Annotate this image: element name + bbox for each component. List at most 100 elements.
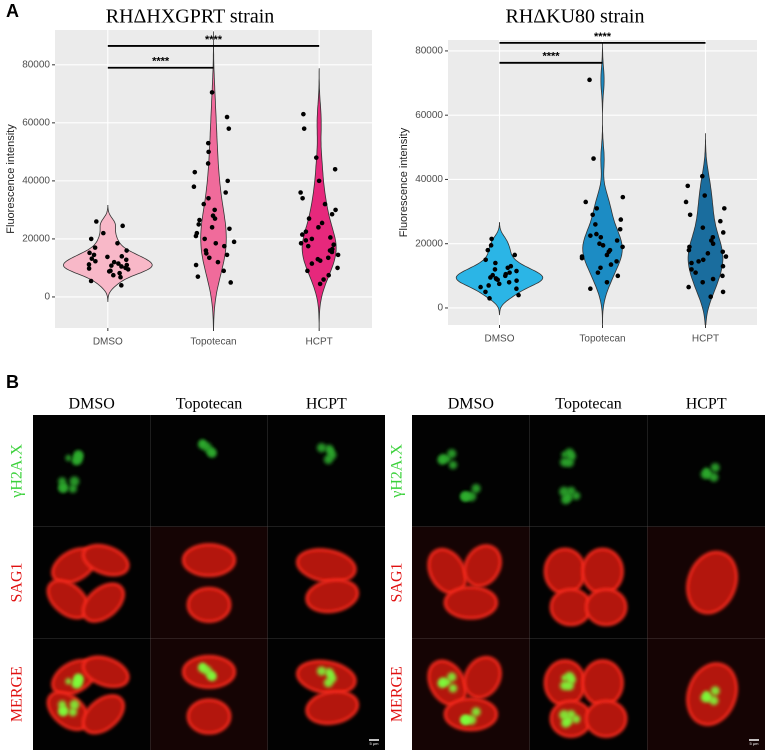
data-point [213, 240, 219, 246]
data-point [123, 257, 129, 263]
violin [455, 222, 544, 316]
data-point [597, 241, 602, 247]
significance-label: **** [205, 34, 223, 46]
row-label: γH2A.X [9, 444, 26, 499]
data-point [101, 230, 106, 236]
data-point [700, 173, 705, 179]
x-tick-label: Topotecan [579, 334, 625, 345]
gfp-spot [327, 450, 337, 460]
data-point [223, 190, 228, 195]
data-point [614, 238, 620, 243]
gfp-spot [437, 678, 447, 688]
gfp-spot [559, 709, 570, 720]
y-tick-label: 0 [437, 303, 443, 314]
data-point [322, 201, 328, 207]
gfp-spot [327, 673, 337, 683]
gfp-spot [561, 718, 571, 728]
cell [463, 544, 502, 588]
data-point [124, 248, 129, 253]
data-point [192, 169, 198, 175]
cell [81, 655, 130, 689]
gfp-spot [561, 451, 568, 458]
gfp-spot [316, 443, 327, 453]
data-point [335, 265, 340, 271]
data-point [496, 281, 502, 287]
micrograph [150, 415, 268, 527]
data-point [702, 193, 708, 198]
data-point [693, 270, 698, 275]
data-point [583, 199, 589, 205]
column-header: DMSO [69, 396, 115, 413]
data-point [298, 190, 303, 195]
data-point [93, 258, 98, 264]
data-point [118, 274, 123, 280]
y-tick-label: 60000 [415, 110, 443, 121]
data-point [207, 255, 212, 261]
data-point [309, 236, 315, 242]
y-axis-label: Fluorescence intensity [5, 124, 17, 234]
data-point [224, 114, 230, 120]
micrograph [150, 526, 268, 639]
data-point [720, 263, 726, 269]
data-point [486, 283, 491, 288]
data-point [210, 213, 216, 219]
gfp-spot [466, 714, 477, 725]
cell [305, 690, 360, 725]
gfp-spot [709, 696, 719, 706]
panel-label: A [6, 1, 19, 21]
scale-bar-label: 5 μm [370, 741, 380, 746]
micrograph [267, 415, 385, 527]
data-point [514, 268, 519, 274]
cell [443, 585, 498, 620]
data-point [209, 225, 215, 230]
data-point [111, 272, 116, 278]
data-point [91, 252, 97, 258]
gfp-spot [448, 684, 458, 693]
data-point [227, 226, 232, 232]
data-point [696, 259, 701, 264]
gfp-spot [448, 460, 458, 470]
data-point [209, 90, 215, 95]
x-tick-label: DMSO [93, 337, 123, 348]
data-point [700, 225, 706, 230]
data-point [224, 252, 230, 258]
column-header: DMSO [448, 396, 494, 413]
micrograph [33, 638, 151, 750]
data-point [124, 262, 130, 268]
gfp-spot [197, 440, 208, 450]
row-label: SAG1 [389, 562, 406, 602]
data-point [191, 184, 197, 189]
data-point [313, 155, 319, 160]
micrograph [150, 638, 268, 750]
significance-label: **** [542, 51, 560, 63]
data-point [309, 261, 315, 266]
gfp-spot [58, 700, 67, 709]
data-point [508, 263, 514, 269]
data-point [332, 166, 338, 172]
data-point [710, 276, 716, 282]
data-point [303, 229, 309, 234]
micrograph-background [33, 415, 151, 527]
data-point [617, 226, 623, 232]
data-point [708, 294, 713, 300]
y-tick-label: 0 [44, 292, 50, 303]
data-point [206, 195, 211, 201]
cell [463, 656, 502, 699]
data-point [201, 201, 207, 207]
data-point [305, 268, 310, 274]
data-point [591, 156, 596, 161]
data-point [119, 283, 124, 288]
micrograph-background [529, 415, 648, 527]
data-point [598, 265, 603, 271]
data-point [205, 161, 211, 166]
data-point [88, 278, 94, 284]
y-tick-label: 60000 [22, 117, 50, 128]
gfp-spot [471, 707, 481, 717]
cell [581, 659, 624, 707]
gfp-spot [572, 491, 581, 500]
data-point [119, 264, 124, 269]
data-point [485, 247, 491, 253]
data-point [604, 279, 610, 285]
data-point [493, 260, 498, 266]
cell [543, 547, 587, 595]
